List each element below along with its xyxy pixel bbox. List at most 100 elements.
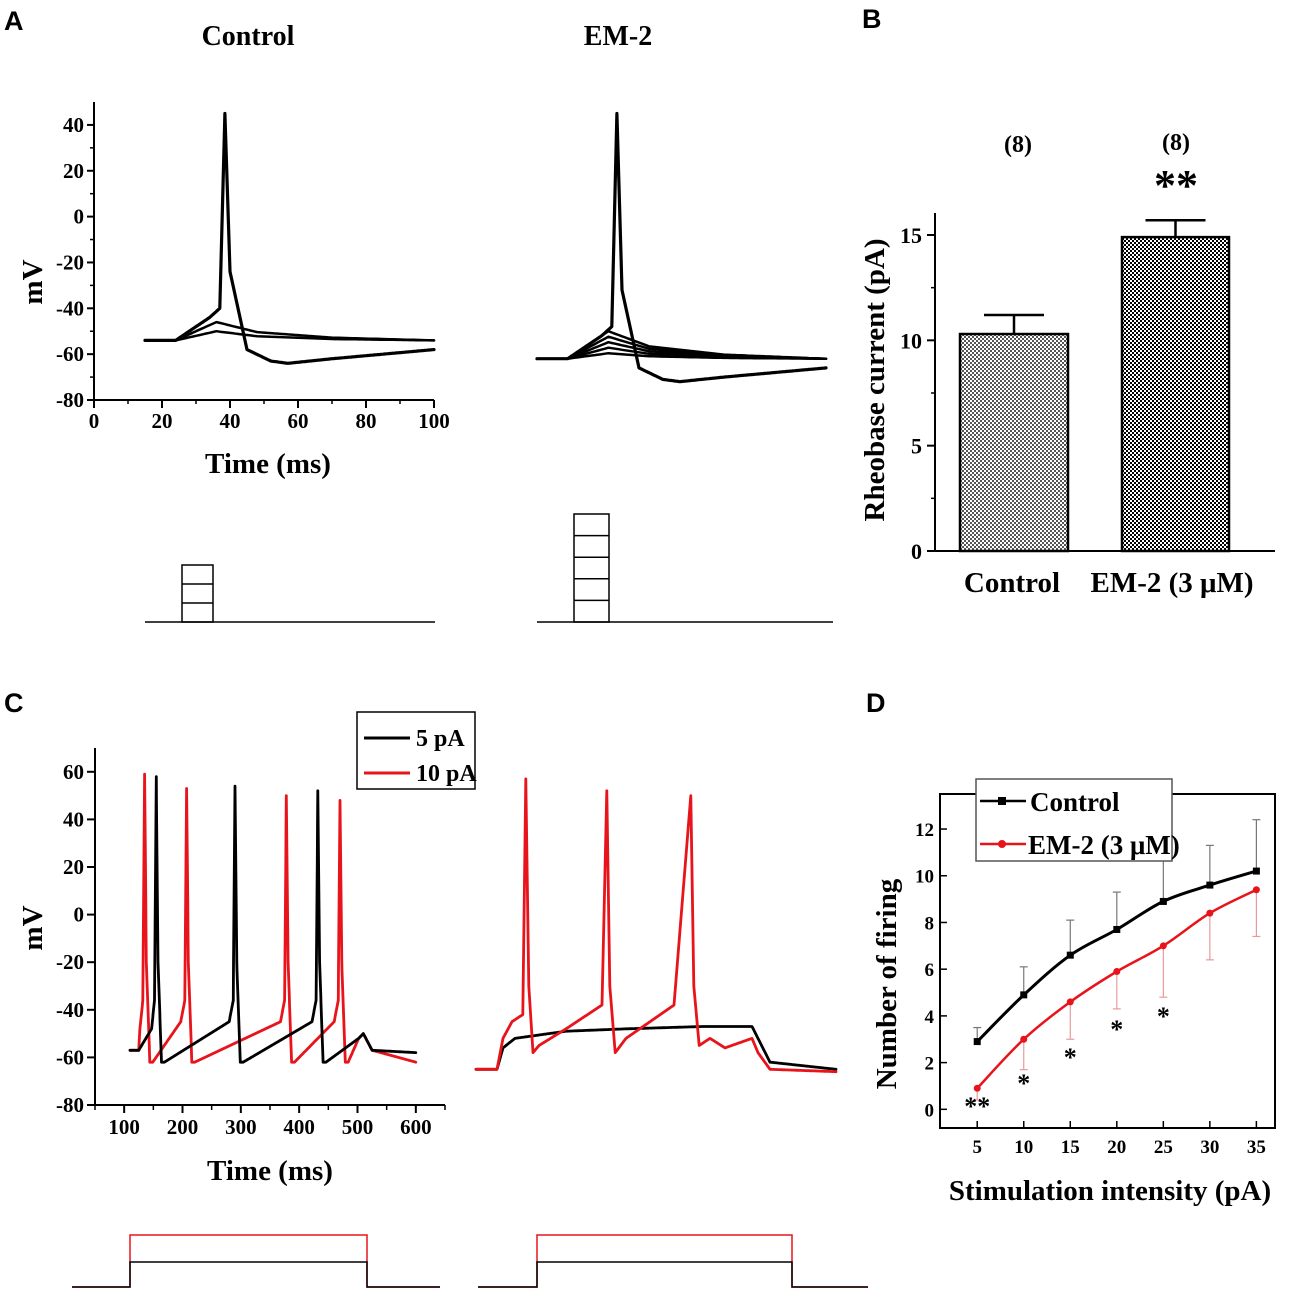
panel-a-y-tick-label: -80 — [56, 388, 84, 412]
panel-d-x-tick-label: 5 — [972, 1137, 982, 1158]
panel-a-title-control: Control — [202, 21, 295, 52]
panel-a-y-tick-label: 0 — [74, 205, 85, 229]
em2-stimulus-5pa — [478, 1261, 868, 1288]
panel-d-x-tick-label: 30 — [1200, 1137, 1219, 1158]
panel-b-y-tick-label: 0 — [911, 539, 922, 564]
marker-control — [1252, 867, 1260, 875]
trace-em2-5pa — [474, 1025, 838, 1071]
marker-em2 — [1113, 968, 1121, 976]
panel-d-y-tick-label: 10 — [915, 867, 934, 888]
panel-c-x-tick-label: 300 — [225, 1115, 257, 1139]
panel-a-y-tick-label: -60 — [56, 342, 84, 366]
panel-c-y-tick-label: -60 — [56, 1045, 84, 1069]
panel-c-x-tick-label: 200 — [167, 1115, 199, 1139]
panel-d-x-tick-label: 35 — [1247, 1137, 1266, 1158]
bar-category-control: Control — [964, 567, 1060, 599]
panel-a-axes: 0 20 40 60 80 100 40 20 0 -20 -40 -60 -80 — [56, 102, 450, 433]
legend-label-10pa: 10 pA — [416, 761, 477, 787]
panel-c-y-tick-label: 60 — [63, 760, 84, 784]
legend-box-d — [975, 778, 1173, 862]
panel-d-x-tick-label: 20 — [1107, 1137, 1126, 1158]
panel-a-x-tick-label: 20 — [152, 409, 173, 433]
panel-a-xlabel: Time (ms) — [205, 448, 331, 480]
panel-a-title-em2: EM-2 — [584, 21, 652, 52]
legend-marker-control — [998, 797, 1006, 805]
panel-a-stimulus — [145, 513, 833, 623]
panel-c-ylabel: mV — [17, 905, 49, 950]
legend-box — [356, 711, 476, 790]
bar-em2 — [1120, 235, 1231, 553]
panel-a-ylabel: mV — [17, 259, 49, 304]
panel-label-d: D — [866, 688, 886, 718]
panel-b-y-tick-label: 10 — [900, 328, 922, 353]
panel-d-significance-marker: * — [1110, 1015, 1123, 1044]
panel-d-xlabel: Stimulation intensity (pA) — [949, 1175, 1271, 1207]
panel-c-y-tick-label: -40 — [56, 998, 84, 1022]
bar-significance-em2: ** — [1154, 161, 1198, 210]
panel-c-legend: 5 pA 10 pA — [356, 711, 477, 790]
panel-c-y-tick-label: 20 — [63, 855, 84, 879]
bar-n-label-control: (8) — [1004, 132, 1032, 158]
control-spike-trace — [143, 111, 436, 365]
control-stimulus-step-box — [181, 564, 214, 623]
marker-em2 — [1159, 942, 1167, 950]
panel-d-y-tick-label: 0 — [925, 1100, 935, 1121]
panel-a-x-tick-label: 80 — [356, 409, 377, 433]
panel-d-x-tick-label: 15 — [1061, 1137, 1080, 1158]
panel-b-ylabel: Rheobase current (pA) — [859, 239, 891, 522]
panel-d-y-tick-label: 4 — [925, 1007, 935, 1028]
panel-d-significance-marker: * — [1064, 1043, 1077, 1072]
panel-a-x-tick-label: 100 — [418, 409, 450, 433]
trace-control-5pa — [128, 775, 418, 1064]
panel-c-traces — [128, 772, 838, 1074]
panel-c-x-tick-label: 600 — [400, 1115, 432, 1139]
panel-d-significance-marker: * — [1017, 1069, 1030, 1098]
trace-control-10pa — [128, 772, 418, 1064]
panel-a-y-tick-label: 40 — [63, 113, 84, 137]
marker-control — [1020, 991, 1028, 999]
panel-b-plot: 0 5 10 15 — [900, 213, 1275, 564]
trace-em2-10pa — [474, 777, 838, 1074]
panel-d-significance-marker: * — [1157, 1002, 1170, 1031]
marker-control — [1206, 881, 1214, 889]
legend-label-5pa: 5 pA — [416, 726, 465, 752]
panel-d-x-tick-label: 10 — [1014, 1137, 1033, 1158]
em2-spike-trace — [535, 111, 828, 384]
panel-a-y-tick-label: -40 — [56, 296, 84, 320]
panel-a-y-tick-label: -20 — [56, 250, 84, 274]
marker-control — [1066, 951, 1074, 959]
panel-label-c: C — [4, 688, 24, 718]
marker-em2 — [1252, 886, 1260, 894]
legend-marker-em2 — [998, 840, 1006, 848]
marker-control — [1113, 925, 1121, 933]
panel-a-x-tick-label: 60 — [288, 409, 309, 433]
panel-d-x-tick-label: 25 — [1154, 1137, 1173, 1158]
panel-b-y-tick-label: 5 — [911, 434, 922, 459]
panel-c-x-tick-label: 400 — [283, 1115, 315, 1139]
panel-c-y-tick-label: -20 — [56, 950, 84, 974]
bar-n-label-em2: (8) — [1162, 130, 1190, 156]
control-stimulus-10pa — [72, 1234, 440, 1288]
em2-stimulus-step-box — [573, 513, 610, 623]
legend-label-control: Control — [1030, 787, 1120, 817]
marker-em2 — [973, 1084, 981, 1092]
panel-d-y-tick-label: 2 — [925, 1054, 935, 1075]
panel-a-traces — [143, 111, 828, 384]
control-stimulus-5pa — [72, 1261, 440, 1288]
panel-b: 0 5 10 15 (8) (8) ** Control EM-2 (3 μM) Rh… — [859, 130, 1275, 599]
panel-b-y-tick-label: 15 — [900, 223, 922, 248]
panel-label-a: A — [4, 6, 24, 36]
panel-c-y-tick-label: -80 — [56, 1093, 84, 1117]
panel-a-y-tick-label: 20 — [63, 159, 84, 183]
bar-category-em2: EM-2 (3 μM) — [1091, 567, 1254, 599]
marker-em2 — [1066, 998, 1074, 1006]
panel-c-y-tick-label: 0 — [74, 903, 85, 927]
panel-c-xlabel: Time (ms) — [207, 1155, 333, 1187]
control-subthreshold-trace — [143, 320, 436, 342]
marker-control — [973, 1038, 981, 1046]
panel-c-stimulus — [72, 1234, 868, 1288]
